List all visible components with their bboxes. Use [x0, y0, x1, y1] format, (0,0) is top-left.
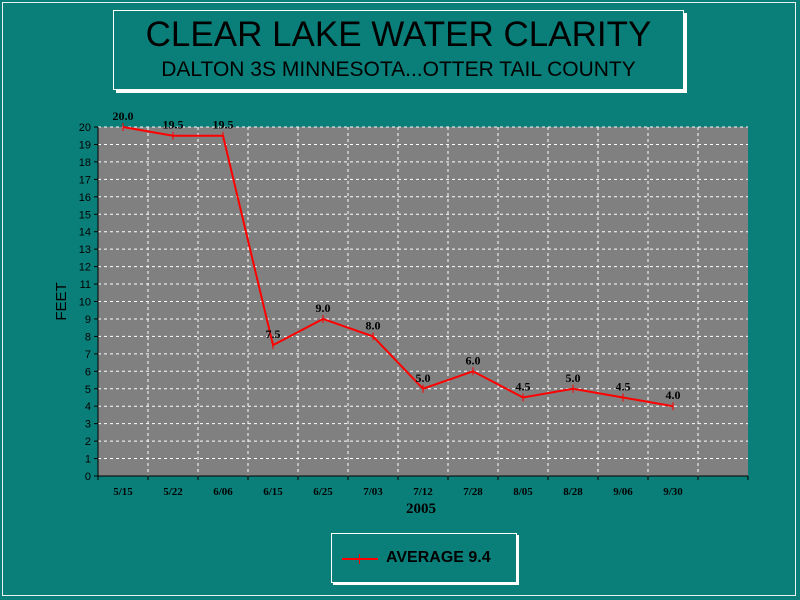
x-axis-title: 2005	[406, 501, 436, 517]
title-box: CLEAR LAKE WATER CLARITY DALTON 3S MINNE…	[113, 10, 684, 90]
x-tick-label: 6/06	[213, 486, 233, 498]
x-tick-label: 5/15	[113, 486, 133, 498]
y-tick-label: 2	[85, 436, 91, 448]
y-tick-label: 7	[85, 349, 91, 361]
data-label: 20.0	[113, 109, 134, 123]
data-label: 9.0	[316, 301, 331, 315]
y-tick-label: 17	[79, 174, 91, 186]
data-label: 19.5	[213, 118, 234, 132]
y-tick-label: 9	[85, 314, 91, 326]
legend: AVERAGE 9.4	[331, 533, 517, 583]
data-label: 19.5	[163, 118, 184, 132]
y-tick-label: 13	[79, 244, 91, 256]
y-tick-label: 8	[85, 331, 91, 343]
data-label: 8.0	[366, 318, 381, 332]
x-tick-label: 7/03	[363, 486, 383, 498]
x-tick-label: 9/06	[613, 486, 633, 498]
y-tick-label: 15	[79, 209, 91, 221]
y-tick-label: 4	[85, 401, 91, 413]
y-tick-label: 18	[79, 157, 91, 169]
x-tick-label: 5/22	[163, 486, 183, 498]
y-tick-label: 3	[85, 419, 91, 431]
y-tick-label: 19	[79, 139, 91, 151]
data-label: 7.5	[266, 327, 281, 341]
data-label: 5.0	[566, 371, 581, 385]
y-tick-label: 16	[79, 192, 91, 204]
legend-label: AVERAGE 9.4	[386, 549, 491, 566]
x-tick-label: 9/30	[663, 486, 683, 498]
y-tick-label: 20	[79, 122, 91, 134]
chart-subtitle: DALTON 3S MINNESOTA...OTTER TAIL COUNTY	[161, 58, 636, 81]
x-tick-label: 7/28	[463, 486, 483, 498]
data-label: 4.0	[666, 388, 681, 402]
data-label: 5.0	[416, 371, 431, 385]
x-tick-label: 8/05	[513, 486, 533, 498]
y-tick-label: 14	[79, 227, 91, 239]
y-tick-label: 6	[85, 366, 91, 378]
legend-marker	[359, 554, 360, 564]
legend-swatch	[342, 558, 378, 560]
data-label: 4.5	[616, 379, 631, 393]
x-tick-label: 8/28	[563, 486, 583, 498]
data-label: 6.0	[466, 353, 481, 367]
data-label: 4.5	[516, 379, 531, 393]
series-line	[122, 126, 674, 408]
y-tick-label: 12	[79, 262, 91, 274]
x-tick-label: 6/25	[313, 486, 333, 498]
y-tick-label: 5	[85, 384, 91, 396]
y-tick-label: 1	[85, 454, 91, 466]
y-tick-label: 11	[80, 279, 91, 291]
y-axis-title: FEET	[53, 282, 70, 320]
x-tick-label: 7/12	[413, 486, 433, 498]
x-tick-label: 6/15	[263, 486, 283, 498]
y-tick-label: 0	[85, 471, 91, 483]
chart-title: CLEAR LAKE WATER CLARITY	[145, 15, 652, 54]
y-tick-label: 10	[79, 297, 91, 309]
